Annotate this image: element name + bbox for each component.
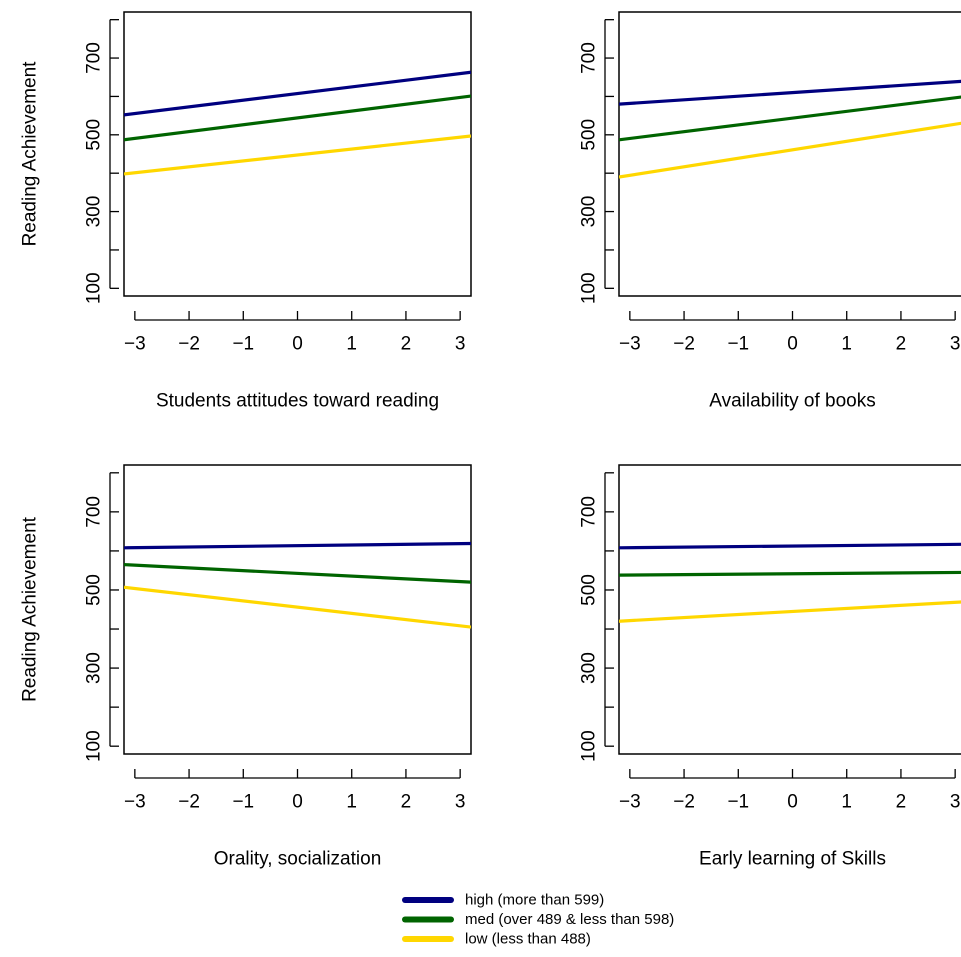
panel-availability-of-books: −3 −2 −1 0 1 2 3 100 300 500 700 Availability of bo… — [579, 11, 961, 412]
x-tick-label: 2 — [896, 334, 907, 355]
x-tick-label: 1 — [346, 334, 357, 355]
x-tick-label: −3 — [619, 792, 641, 813]
series-line-med — [619, 570, 961, 577]
x-tick-label: −1 — [232, 792, 254, 813]
y-tick-label: 100 — [579, 272, 600, 304]
x-axis-label: Early learning of Skills — [699, 849, 886, 870]
x-tick-label: 2 — [401, 334, 412, 355]
panel-early-learning-of-skills: −3 −2 −1 0 1 2 3 100 300 500 700 Early learning of … — [579, 464, 961, 870]
series-line-low — [124, 585, 471, 629]
x-tick-label: 3 — [950, 334, 961, 355]
panel-orality-socialization: −3 −2 −1 0 1 2 3 100 300 500 700 Orality, socializa… — [20, 464, 472, 870]
x-tick-label: 1 — [841, 334, 852, 355]
x-tick-label: 2 — [896, 792, 907, 813]
y-tick-label: 100 — [84, 730, 105, 762]
y-tick-label: 100 — [84, 272, 105, 304]
series-line-low — [619, 121, 961, 179]
y-tick-label: 700 — [84, 496, 105, 528]
x-tick-label: −2 — [178, 334, 200, 355]
series-line-high — [619, 79, 961, 106]
y-tick-label: 300 — [84, 652, 105, 684]
x-tick-label: 0 — [787, 792, 798, 813]
x-tick-label: 1 — [841, 792, 852, 813]
series-line-high — [124, 541, 471, 550]
x-tick-label: −3 — [124, 792, 146, 813]
legend-label-high: high (more than 599) — [465, 892, 604, 909]
x-tick-label: −1 — [727, 792, 749, 813]
y-axis-label: Reading Achievement — [20, 61, 41, 247]
legend-label-med: med (over 489 & less than 598) — [465, 911, 674, 928]
y-tick-label: 500 — [579, 574, 600, 606]
x-tick-label: 3 — [455, 334, 466, 355]
x-tick-label: −2 — [673, 792, 695, 813]
panel-students-attitudes: −3 −2 −1 0 1 2 3 100 300 500 700 Students attitudes… — [20, 11, 472, 412]
y-tick-label: 300 — [579, 652, 600, 684]
x-tick-label: 3 — [950, 792, 961, 813]
y-tick-label: 100 — [579, 730, 600, 762]
x-tick-label: 0 — [787, 334, 798, 355]
legend: high (more than 599) med (over 489 & less… — [402, 892, 674, 948]
y-tick-label: 300 — [579, 196, 600, 228]
legend-label-low: low (less than 488) — [465, 931, 591, 948]
y-axis-label: Reading Achievement — [20, 516, 41, 702]
series-line-med — [124, 94, 471, 142]
plot-frame — [618, 11, 961, 297]
series-line-high — [619, 542, 961, 550]
y-tick-label: 500 — [84, 119, 105, 151]
series-line-med — [619, 95, 961, 142]
y-tick-label: 500 — [84, 574, 105, 606]
plot-frame — [123, 464, 472, 755]
x-axis-label: Orality, socialization — [214, 849, 382, 870]
plot-frame — [618, 464, 961, 755]
x-tick-label: −2 — [673, 334, 695, 355]
x-tick-label: 0 — [292, 334, 303, 355]
y-tick-label: 700 — [84, 42, 105, 74]
x-axis-label: Students attitudes toward reading — [156, 391, 439, 412]
series-line-low — [619, 600, 961, 623]
series-line-med — [124, 562, 471, 584]
x-tick-label: −1 — [727, 334, 749, 355]
series-line-high — [124, 70, 471, 117]
plot-frame — [123, 11, 472, 297]
x-tick-label: −3 — [619, 334, 641, 355]
x-tick-label: 1 — [346, 792, 357, 813]
x-tick-label: −2 — [178, 792, 200, 813]
x-tick-label: 0 — [292, 792, 303, 813]
x-axis-label: Availability of books — [709, 391, 876, 412]
y-tick-label: 700 — [579, 496, 600, 528]
y-tick-label: 700 — [579, 42, 600, 74]
y-tick-label: 300 — [84, 196, 105, 228]
series-line-low — [124, 134, 471, 176]
x-tick-label: −1 — [232, 334, 254, 355]
y-tick-label: 500 — [579, 119, 600, 151]
x-tick-label: −3 — [124, 334, 146, 355]
x-tick-label: 2 — [401, 792, 412, 813]
x-tick-label: 3 — [455, 792, 466, 813]
